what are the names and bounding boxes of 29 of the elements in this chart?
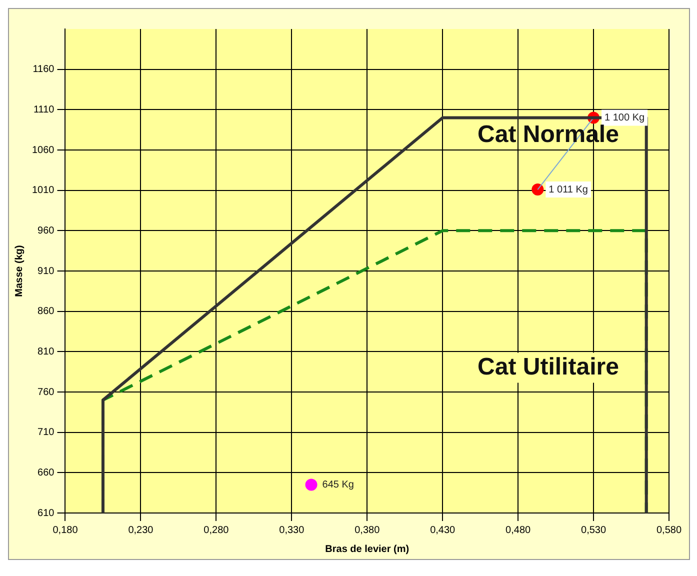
y-tick-label: 1010 <box>32 185 55 196</box>
data-label: 1 011 Kg <box>548 184 588 196</box>
y-tick-label: 810 <box>38 346 55 358</box>
y-tick-label: 1110 <box>33 104 55 116</box>
y-tick-label: 1060 <box>32 144 55 156</box>
x-tick-label: 0,380 <box>354 524 380 536</box>
y-tick-label: 860 <box>38 306 55 318</box>
y-tick-label: 660 <box>38 467 55 478</box>
annotation: Cat Utilitaire <box>478 353 619 380</box>
y-tick-label: 710 <box>38 427 55 438</box>
x-tick-label: 0,530 <box>581 524 606 536</box>
point <box>305 478 318 491</box>
x-tick-label: 0,180 <box>52 524 78 536</box>
y-tick-label: 1160 <box>32 64 55 76</box>
y-tick-label: 960 <box>38 225 55 236</box>
y-axis-title: Masse (kg) <box>14 245 25 297</box>
x-tick-label: 0,580 <box>656 524 682 536</box>
y-tick-label: 760 <box>38 386 55 398</box>
y-tick-label: 610 <box>38 508 55 519</box>
x-tick-label: 0,330 <box>279 524 305 536</box>
point <box>532 184 544 196</box>
x-tick-label: 0,430 <box>430 524 456 536</box>
x-tick-label: 0,280 <box>204 524 230 536</box>
data-label: 645 Kg <box>322 480 354 491</box>
data-label: 1 100 Kg <box>604 112 645 124</box>
x-axis-title: Bras de levier (m) <box>325 544 410 555</box>
x-tick-label: 0,230 <box>128 524 154 536</box>
y-tick-label: 910 <box>38 266 55 277</box>
x-tick-label: 0,480 <box>506 524 532 536</box>
